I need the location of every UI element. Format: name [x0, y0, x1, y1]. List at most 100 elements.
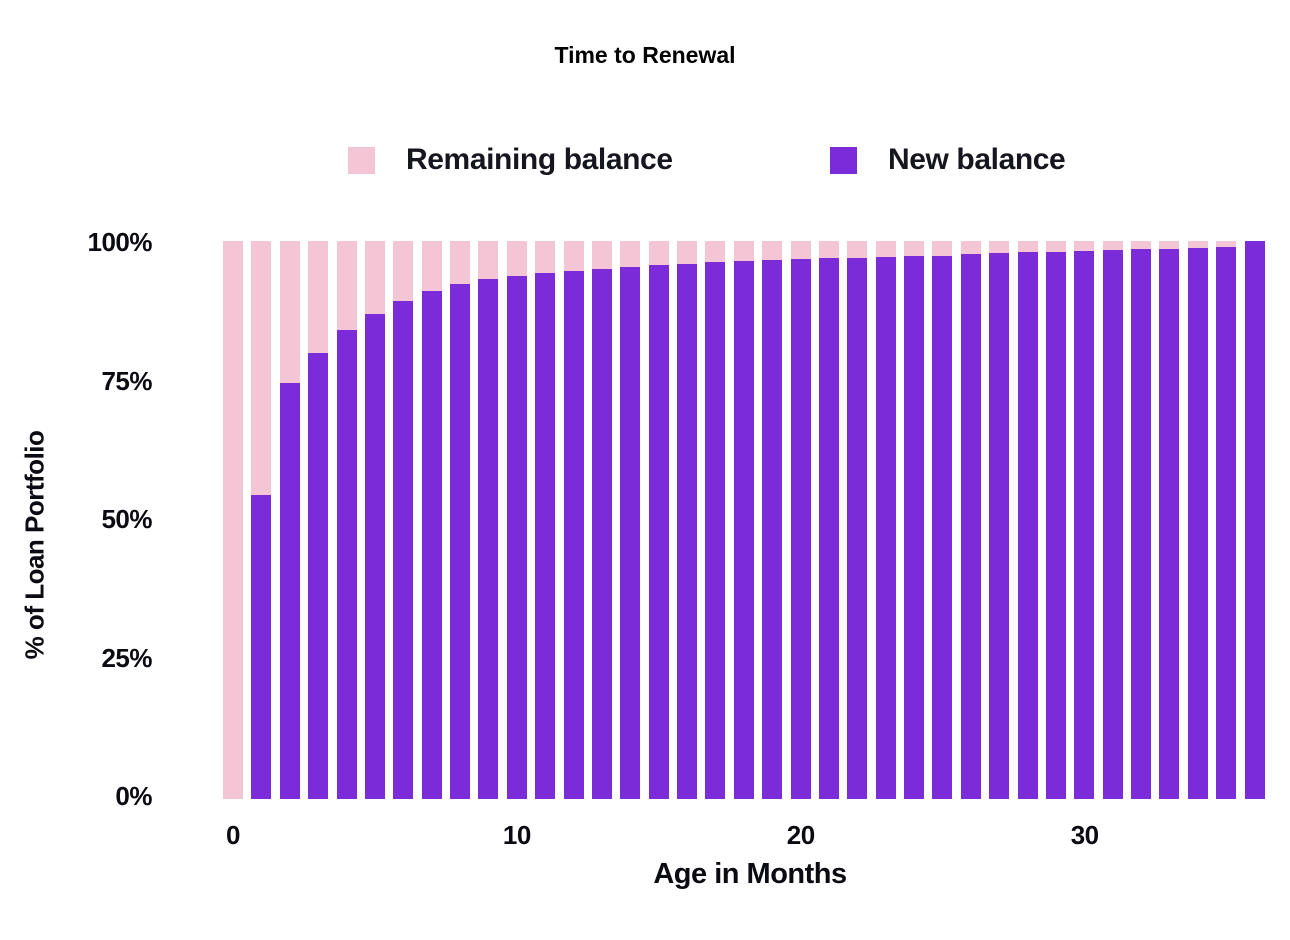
bar-segment-new-balance [932, 255, 953, 799]
bar-month-5[interactable] [364, 241, 385, 799]
x-axis-title: Age in Months [653, 858, 847, 890]
bar-segment-remaining-balance [563, 241, 584, 271]
bar-month-28[interactable] [1017, 241, 1038, 799]
bar-segment-new-balance [251, 494, 272, 799]
bar-segment-new-balance [393, 301, 414, 799]
bar-month-8[interactable] [450, 241, 470, 799]
bar-month-6[interactable] [393, 241, 414, 799]
bar-segment-remaining-balance [506, 241, 527, 276]
bar-segment-remaining-balance [1017, 241, 1038, 253]
bar-segment-new-balance [591, 268, 612, 799]
bar-segment-remaining-balance [790, 241, 811, 260]
plot-area [223, 241, 1265, 799]
bar-month-17[interactable] [705, 241, 726, 799]
bar-segment-new-balance [875, 256, 896, 799]
legend-label-remaining-balance: Remaining balance [406, 143, 673, 176]
bar-month-0[interactable] [223, 241, 243, 799]
bar-segment-new-balance [818, 258, 839, 799]
bar-segment-new-balance [705, 262, 726, 799]
bar-month-30[interactable] [1074, 241, 1095, 799]
bar-segment-remaining-balance [677, 241, 697, 264]
bar-segment-new-balance [563, 270, 584, 799]
bar-month-3[interactable] [308, 241, 329, 799]
bar-segment-new-balance [733, 261, 754, 799]
chart-title: Time to Renewal [554, 42, 736, 68]
y-axis-title: % of Loan Portfolio [19, 430, 50, 660]
bar-segment-new-balance [790, 259, 811, 799]
bar-segment-new-balance [762, 259, 783, 799]
bar-month-13[interactable] [591, 241, 612, 799]
bar-month-20[interactable] [790, 241, 811, 799]
bar-segment-remaining-balance [393, 241, 414, 302]
bar-month-10[interactable] [506, 241, 527, 799]
legend-item-new-balance[interactable]: New balance [830, 143, 1066, 176]
bar-segment-new-balance [677, 263, 697, 799]
bar-month-19[interactable] [762, 241, 783, 799]
y-tick-label: 100% [87, 227, 153, 257]
bar-month-27[interactable] [989, 241, 1010, 799]
bar-month-31[interactable] [1102, 241, 1123, 799]
bar-month-9[interactable] [478, 241, 499, 799]
bar-segment-remaining-balance [989, 241, 1010, 253]
bar-month-26[interactable] [960, 241, 981, 799]
bar-segment-new-balance [1187, 248, 1208, 799]
y-tick-label: 0% [115, 781, 152, 811]
bar-segment-remaining-balance [847, 241, 868, 258]
bar-month-22[interactable] [847, 241, 868, 799]
bar-month-4[interactable] [336, 241, 357, 799]
bar-segment-new-balance [308, 352, 329, 799]
bar-month-1[interactable] [251, 241, 272, 799]
bar-segment-new-balance [847, 257, 868, 799]
bar-segment-remaining-balance [904, 241, 924, 257]
bar-segment-new-balance [960, 254, 981, 799]
bar-month-21[interactable] [818, 241, 839, 799]
bar-month-36[interactable] [1244, 241, 1265, 799]
bar-segment-new-balance [1159, 248, 1180, 799]
bar-segment-new-balance [904, 256, 924, 799]
bar-segment-remaining-balance [223, 241, 243, 799]
bar-segment-new-balance [1216, 247, 1237, 799]
bar-month-11[interactable] [535, 241, 556, 799]
bar-month-32[interactable] [1131, 241, 1151, 799]
bar-segment-new-balance [648, 264, 669, 799]
y-tick-label: 75% [101, 365, 152, 396]
bar-segment-remaining-balance [1102, 241, 1123, 250]
bar-segment-new-balance [535, 272, 556, 799]
bar-segment-remaining-balance [648, 241, 669, 265]
bar-segment-new-balance [1102, 249, 1123, 799]
bar-month-34[interactable] [1187, 241, 1208, 799]
bar-month-24[interactable] [904, 241, 924, 799]
bar-segment-remaining-balance [478, 241, 499, 279]
bar-segment-remaining-balance [733, 241, 754, 262]
bar-segment-new-balance [1017, 252, 1038, 799]
bar-segment-remaining-balance [1187, 241, 1208, 249]
bar-segment-remaining-balance [932, 241, 953, 256]
bar-month-14[interactable] [620, 241, 641, 799]
bar-segment-remaining-balance [279, 241, 300, 384]
legend-label-new-balance: New balance [888, 143, 1066, 176]
bar-month-35[interactable] [1216, 241, 1237, 799]
bar-month-23[interactable] [875, 241, 896, 799]
bar-segment-remaining-balance [1159, 241, 1180, 249]
bar-segment-remaining-balance [818, 241, 839, 259]
bar-segment-new-balance [506, 275, 527, 799]
bar-segment-remaining-balance [421, 241, 442, 292]
bar-month-15[interactable] [648, 241, 669, 799]
bar-month-12[interactable] [563, 241, 584, 799]
bar-segment-remaining-balance [620, 241, 641, 268]
bar-segment-new-balance [1244, 241, 1265, 799]
bar-segment-remaining-balance [1216, 241, 1237, 248]
bar-segment-new-balance [1045, 251, 1066, 799]
bar-segment-remaining-balance [535, 241, 556, 273]
bar-month-33[interactable] [1159, 241, 1180, 799]
bar-segment-remaining-balance [1074, 241, 1095, 252]
bar-month-18[interactable] [733, 241, 754, 799]
legend-item-remaining-balance[interactable]: Remaining balance [348, 143, 673, 176]
bar-month-2[interactable] [279, 241, 300, 799]
remaining-balance-swatch-icon [348, 146, 375, 174]
bar-month-7[interactable] [421, 241, 442, 799]
bar-segment-remaining-balance [591, 241, 612, 269]
bar-month-16[interactable] [677, 241, 697, 799]
bar-month-29[interactable] [1045, 241, 1066, 799]
bar-month-25[interactable] [932, 241, 953, 799]
